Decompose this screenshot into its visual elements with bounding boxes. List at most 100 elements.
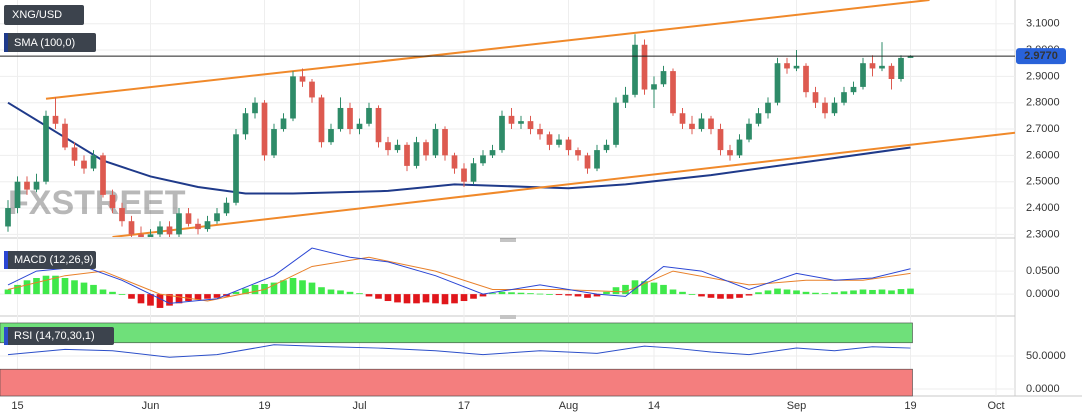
candle-body: [176, 213, 182, 235]
histogram-bar: [679, 291, 686, 295]
histogram-bar: [783, 289, 791, 295]
candle-body: [803, 65, 809, 93]
histogram-bar: [726, 294, 734, 299]
candle-body: [318, 97, 325, 143]
candle-body: [451, 155, 458, 169]
histogram-bar: [318, 287, 325, 295]
histogram-bar: [869, 289, 876, 295]
x-tick-label: 19: [258, 400, 270, 412]
histogram-bar: [460, 294, 468, 302]
x-tick-label: 19: [904, 400, 916, 412]
main-plot: [5, 0, 1015, 237]
candle-body: [575, 150, 581, 156]
histogram-bar: [565, 294, 572, 296]
candle-body: [784, 63, 790, 69]
candle-body: [774, 63, 781, 103]
trend-line: [45, 0, 930, 100]
histogram-bar: [546, 294, 553, 295]
histogram-bar: [213, 294, 221, 298]
resize-handle[interactable]: [500, 315, 516, 319]
candle-body: [888, 65, 895, 79]
histogram-bar: [593, 294, 601, 297]
candle-body: [860, 63, 866, 87]
histogram-bar: [736, 294, 743, 298]
histogram-bar: [764, 290, 772, 295]
histogram-bar: [270, 282, 278, 295]
y-tick-label: 2.7000: [1026, 123, 1060, 135]
histogram-bar: [536, 293, 544, 295]
candle-body: [480, 155, 486, 164]
candle-body: [290, 76, 296, 119]
candle-body: [831, 102, 838, 114]
candle-body: [52, 115, 59, 124]
y-tick-label: 0.0000: [1026, 383, 1060, 395]
rsi-line: [7, 344, 911, 358]
histogram-bar: [422, 294, 430, 303]
candle-body: [879, 65, 885, 69]
histogram-bar: [413, 294, 420, 304]
histogram-bar: [441, 294, 449, 305]
histogram-bar: [175, 294, 183, 304]
candle-body: [195, 223, 201, 230]
histogram-bar: [555, 294, 563, 296]
histogram-bar: [745, 294, 753, 296]
histogram-bar: [812, 292, 819, 295]
candle-body: [898, 57, 904, 79]
histogram-bar: [242, 288, 249, 295]
histogram-bar: [831, 292, 838, 295]
histogram-bar: [23, 280, 31, 295]
histogram-bar: [622, 284, 629, 295]
histogram-bar: [42, 275, 50, 295]
y-tick-label: 2.8000: [1026, 97, 1060, 109]
trend-line: [112, 131, 1015, 237]
resize-handle[interactable]: [500, 238, 516, 242]
candle-body: [366, 107, 372, 124]
candle-body: [603, 144, 610, 151]
candle-body: [442, 129, 448, 156]
histogram-bar: [137, 294, 145, 304]
sma-legend-label: SMA (100,0): [14, 37, 75, 49]
candle-body: [223, 202, 230, 214]
candle-body: [119, 208, 125, 222]
histogram-bar: [888, 290, 895, 295]
y-tick-label: 2.9000: [1026, 70, 1060, 82]
candle-body: [527, 121, 534, 130]
candle-body: [518, 121, 524, 124]
histogram-bar: [156, 294, 164, 308]
candle-body: [470, 163, 477, 182]
candle-body: [489, 150, 496, 156]
histogram-bar: [793, 290, 800, 295]
sma-legend-box: [4, 33, 96, 52]
histogram-bar: [185, 294, 192, 302]
candle-body: [413, 142, 420, 166]
histogram-bar: [52, 275, 59, 295]
candle-body: [24, 181, 30, 190]
histogram-bar: [470, 294, 477, 299]
histogram-bar: [660, 284, 667, 295]
x-tick-label: Jul: [352, 400, 366, 412]
histogram-bar: [850, 290, 857, 295]
y-tick-label: 2.5000: [1026, 176, 1060, 188]
sma-legend-swatch: [4, 33, 8, 52]
histogram-bar: [432, 294, 439, 304]
candle-body: [736, 139, 743, 156]
candle-body: [394, 144, 401, 151]
histogram-bar: [280, 280, 287, 295]
candle-body: [109, 194, 116, 209]
candle-body: [385, 142, 391, 151]
candle-body: [622, 94, 629, 103]
histogram-bar: [717, 294, 724, 299]
histogram-bar: [337, 290, 344, 295]
histogram-bar: [403, 294, 411, 304]
candle-body: [755, 113, 762, 124]
histogram-bar: [907, 288, 914, 295]
candle-body: [423, 142, 429, 156]
candle-body: [641, 44, 648, 90]
y-tick-label: 2.6000: [1026, 149, 1060, 161]
histogram-bar: [650, 282, 658, 295]
candle-body: [71, 147, 78, 161]
candle-body: [499, 115, 505, 151]
candle-body: [907, 56, 914, 58]
macd-legend-label: MACD (12,26,9): [14, 254, 93, 266]
